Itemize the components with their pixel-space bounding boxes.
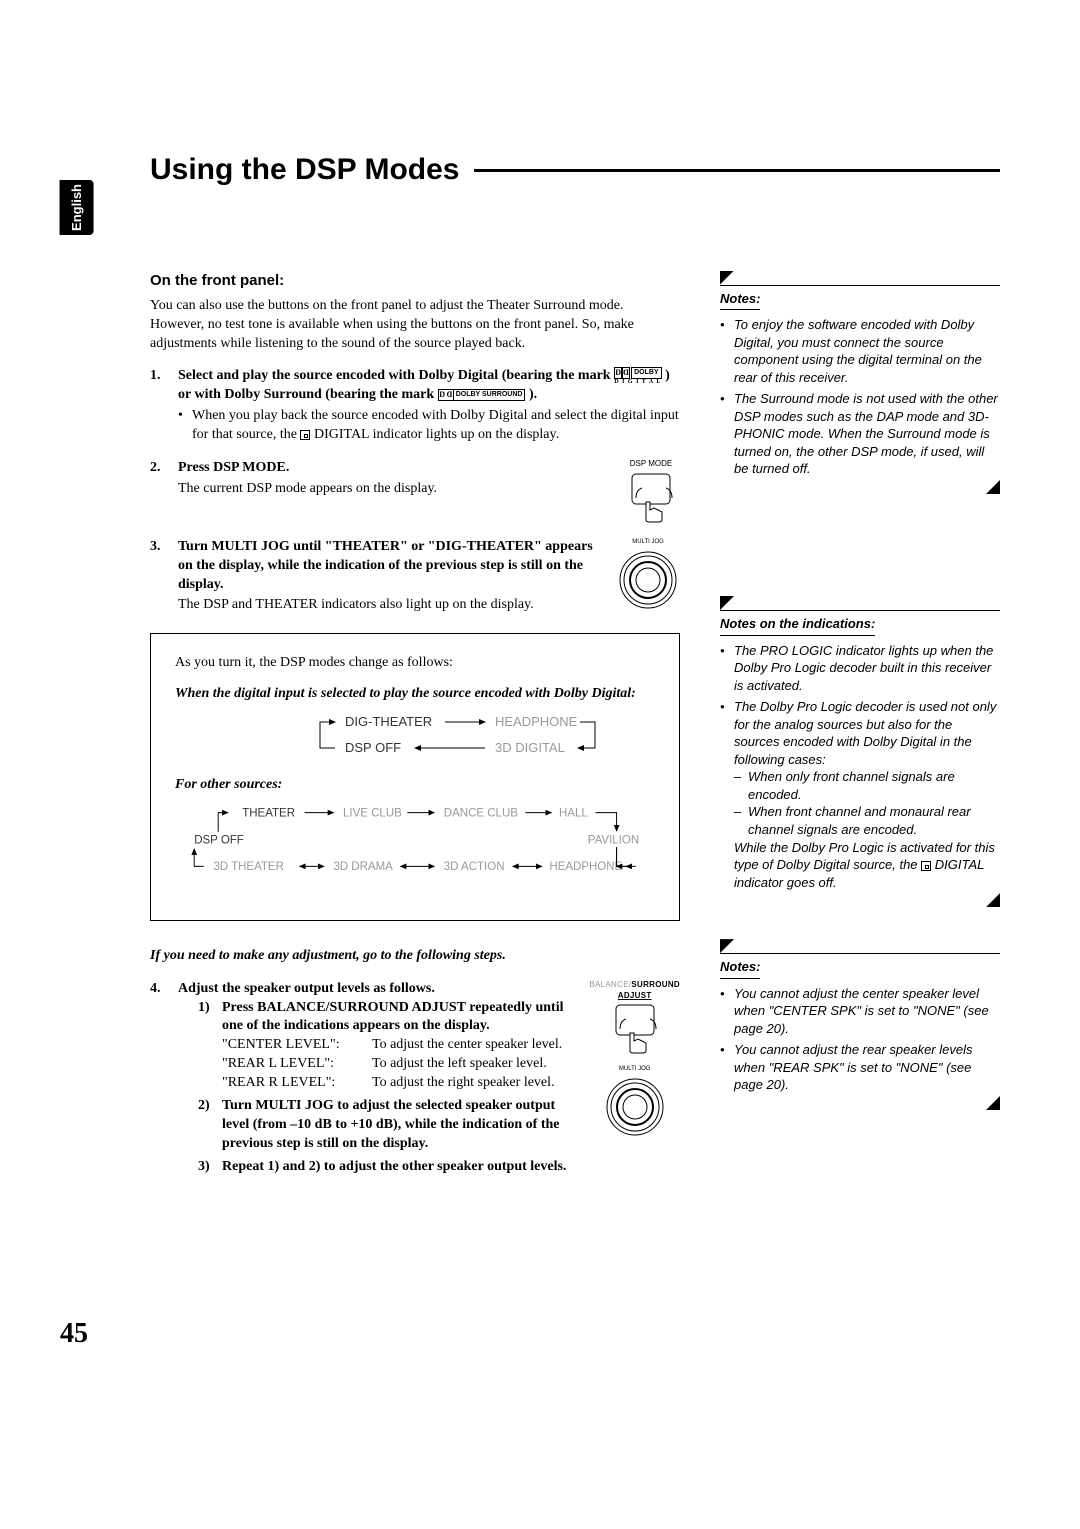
svg-text:3D DIGITAL: 3D DIGITAL	[495, 740, 565, 755]
balance-surround-illustration: BALANCE/SURROUND ADJUST MULTI JOG	[589, 980, 680, 1140]
steps-list: Select and play the source encoded with …	[150, 367, 680, 615]
step-2: Press DSP MODE. The current DSP mode app…	[150, 459, 680, 524]
step-4: Adjust the speaker output levels as foll…	[150, 980, 680, 1181]
corner-arrow-icon	[986, 480, 1000, 494]
step1-text: Select and play the source encoded with …	[178, 368, 670, 402]
notes3-item: You cannot adjust the rear speaker level…	[720, 1041, 1000, 1094]
notes2-dash1: When only front channel signals are enco…	[734, 768, 1000, 803]
notes1-title: Notes:	[720, 290, 760, 311]
balance-surround-label: BALANCE/SURROUND ADJUST	[589, 980, 680, 1002]
dsp-other-heading: For other sources:	[175, 776, 655, 795]
step4-sub2: 2) Turn MULTI JOG to adjust the selected…	[198, 1097, 579, 1154]
notes2-item1: The PRO LOGIC indicator lights up when t…	[720, 642, 1000, 695]
press-button-icon	[606, 1003, 664, 1055]
step4-bold: Adjust the speaker output levels as foll…	[178, 980, 579, 999]
svg-text:HEADPHONE: HEADPHONE	[549, 861, 622, 873]
step3-bold: Turn MULTI JOG until "THEATER" or "DIG-T…	[178, 538, 606, 595]
page-title: Using the DSP Modes	[150, 150, 460, 191]
left-column: On the front panel: You can also use the…	[150, 271, 680, 1195]
step1-bullet: When you play back the source encoded wi…	[178, 407, 680, 445]
page-number: 45	[60, 1315, 1000, 1353]
corner-arrow-icon	[720, 271, 734, 285]
notes2-title: Notes on the indications:	[720, 615, 875, 636]
dsp-other-flow: THEATER LIVE CLUB DANCE CLUB HALL DSP OF…	[175, 803, 655, 880]
svg-text:LIVE CLUB: LIVE CLUB	[343, 807, 402, 819]
dsp-mode-label: DSP MODE	[630, 459, 673, 470]
step2-bold: Press DSP MODE.	[178, 459, 612, 478]
corner-arrow-icon	[986, 1096, 1000, 1110]
level-row: "CENTER LEVEL":To adjust the center spea…	[222, 1036, 579, 1055]
corner-arrow-icon	[986, 893, 1000, 907]
notes1-item: To enjoy the software encoded with Dolby…	[720, 316, 1000, 386]
dsp-mode-button-illustration: DSP MODE	[622, 459, 680, 524]
svg-text:3D THEATER: 3D THEATER	[213, 861, 284, 873]
step4-sub1: 1) Press BALANCE/SURROUND ADJUST repeate…	[198, 999, 579, 1093]
section-heading: On the front panel:	[150, 271, 680, 291]
steps-list-2: Adjust the speaker output levels as foll…	[150, 980, 680, 1181]
svg-text:3D DRAMA: 3D DRAMA	[333, 861, 393, 873]
svg-text:DSP OFF: DSP OFF	[194, 834, 244, 846]
notes3-title: Notes:	[720, 958, 760, 979]
language-tab: English	[60, 180, 94, 235]
step4-sub3: 3) Repeat 1) and 2) to adjust the other …	[198, 1158, 579, 1177]
svg-text:HEADPHONE: HEADPHONE	[495, 714, 578, 729]
svg-text:DSP OFF: DSP OFF	[345, 740, 401, 755]
step-1: Select and play the source encoded with …	[150, 367, 680, 445]
dsp-modes-box: As you turn it, the DSP modes change as …	[150, 633, 680, 920]
digital-indicator-icon	[300, 430, 310, 440]
press-button-icon	[622, 472, 680, 524]
digital-indicator-icon	[921, 861, 931, 871]
notes1-item: The Surround mode is not used with the o…	[720, 390, 1000, 478]
jog-dial-icon	[603, 1075, 667, 1139]
step3-sub: The DSP and THEATER indicators also ligh…	[178, 596, 606, 615]
dsp-digital-flow: DIG-THEATER HEADPHONE DSP OFF 3D DIGITAL	[175, 712, 655, 762]
notes-block-3: Notes: You cannot adjust the center spea…	[720, 939, 1000, 1110]
notes2-list: The PRO LOGIC indicator lights up when t…	[720, 642, 1000, 892]
multi-jog-illustration: MULTI JOG	[616, 538, 680, 612]
notes3-list: You cannot adjust the center speaker lev…	[720, 985, 1000, 1094]
notes2-dash2: When front channel and monaural rear cha…	[734, 803, 1000, 838]
jog-dial-icon	[616, 548, 680, 612]
dsp-intro: As you turn it, the DSP modes change as …	[175, 654, 655, 673]
title-row: Using the DSP Modes	[150, 150, 1000, 191]
svg-text:PAVILION: PAVILION	[588, 834, 639, 846]
step2-sub: The current DSP mode appears on the disp…	[178, 480, 612, 499]
svg-text:HALL: HALL	[559, 807, 588, 819]
multi-jog-label: MULTI JOG	[632, 538, 664, 546]
right-column: Notes: To enjoy the software encoded wit…	[720, 271, 1000, 1195]
notes1-list: To enjoy the software encoded with Dolby…	[720, 316, 1000, 478]
step-3: Turn MULTI JOG until "THEATER" or "DIG-T…	[150, 538, 680, 616]
corner-arrow-icon	[720, 939, 734, 953]
level-row: "REAR R LEVEL":To adjust the right speak…	[222, 1074, 579, 1093]
adjust-prompt: If you need to make any adjustment, go t…	[150, 947, 680, 966]
notes-block-1: Notes: To enjoy the software encoded wit…	[720, 271, 1000, 494]
corner-arrow-icon	[720, 596, 734, 610]
dsp-digital-heading: When the digital input is selected to pl…	[175, 685, 655, 704]
notes-block-2: Notes on the indications: The PRO LOGIC …	[720, 596, 1000, 907]
svg-text:DIG-THEATER: DIG-THEATER	[345, 714, 432, 729]
dolby-digital-icon: DDDOLBY D I G I T A L	[614, 369, 662, 383]
multi-jog-label-2: MULTI JOG	[619, 1065, 651, 1073]
svg-text:THEATER: THEATER	[242, 807, 295, 819]
svg-text:DANCE CLUB: DANCE CLUB	[444, 807, 518, 819]
intro-paragraph: You can also use the buttons on the fron…	[150, 297, 680, 354]
title-rule	[474, 169, 1001, 172]
notes2-item2: The Dolby Pro Logic decoder is used not …	[720, 698, 1000, 891]
dolby-surround-icon: DDDOLBY SURROUND	[438, 389, 526, 401]
level-row: "REAR L LEVEL":To adjust the left speake…	[222, 1055, 579, 1074]
svg-text:3D ACTION: 3D ACTION	[444, 861, 505, 873]
notes3-item: You cannot adjust the center speaker lev…	[720, 985, 1000, 1038]
